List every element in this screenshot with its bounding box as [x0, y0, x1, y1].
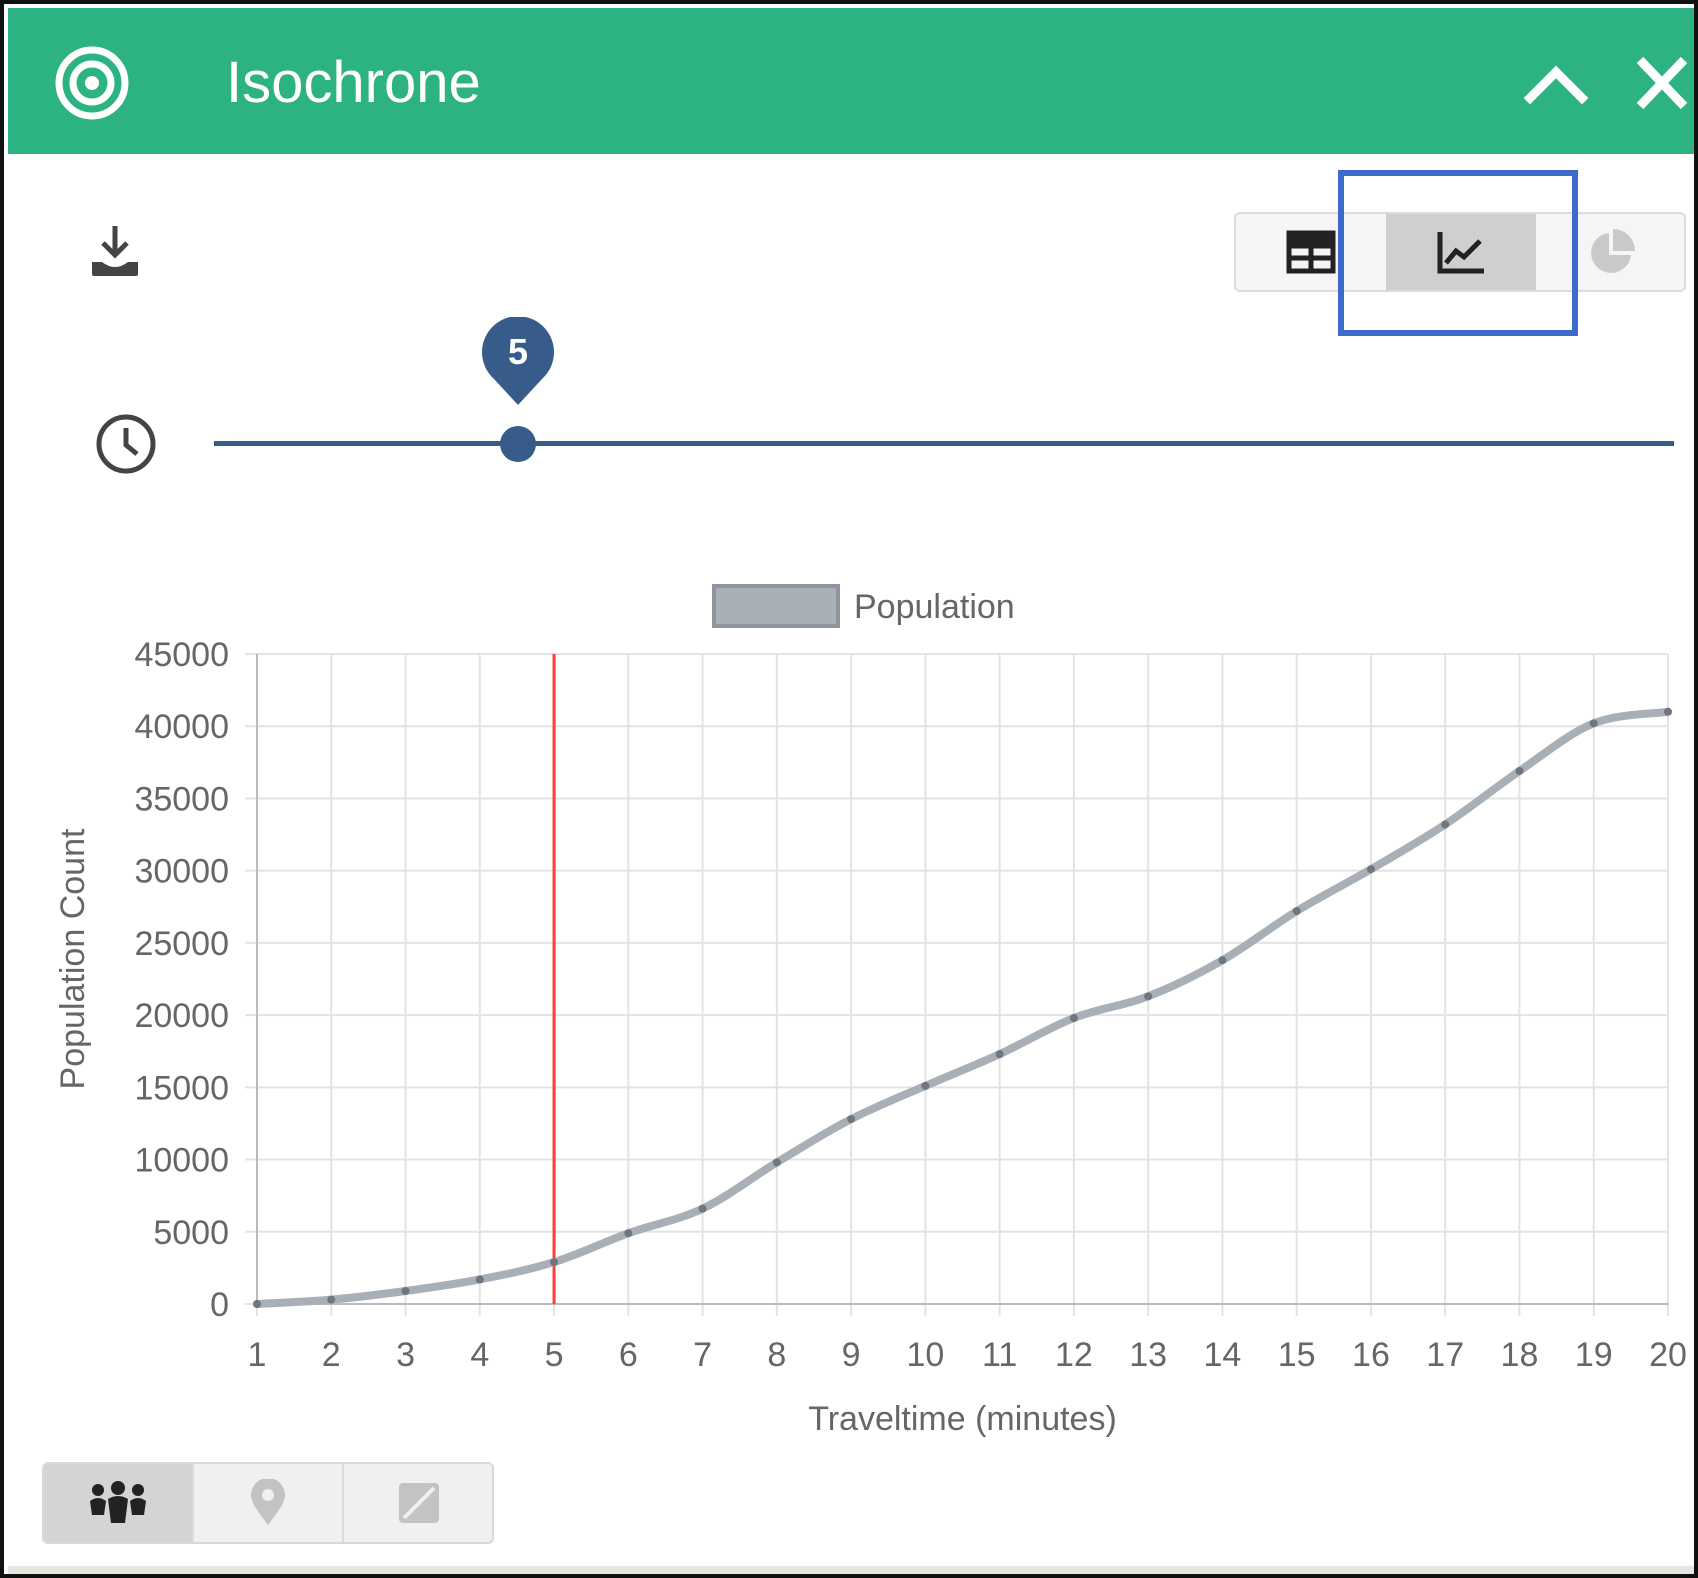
- x-tick-label: 14: [1204, 1336, 1242, 1374]
- data-point[interactable]: [327, 1295, 336, 1304]
- target-icon: [55, 46, 129, 120]
- pie-chart-icon: [1591, 229, 1635, 273]
- x-tick-label: 6: [619, 1336, 638, 1374]
- data-point[interactable]: [1218, 956, 1227, 965]
- map-background-strip: [8, 1566, 1694, 1574]
- x-tick-label: 16: [1352, 1336, 1390, 1374]
- data-point[interactable]: [1441, 820, 1450, 829]
- metric-toggle: [42, 1462, 494, 1544]
- x-tick-label: 18: [1501, 1336, 1539, 1374]
- x-tick-label: 7: [693, 1336, 712, 1374]
- slider-value-label: 5: [507, 331, 529, 372]
- data-point[interactable]: [1366, 865, 1375, 874]
- x-tick-label: 10: [906, 1336, 944, 1374]
- data-point[interactable]: [995, 1050, 1004, 1059]
- table-view-button[interactable]: [1236, 214, 1386, 290]
- population-button[interactable]: [44, 1464, 194, 1542]
- data-point[interactable]: [401, 1287, 410, 1295]
- x-tick-label: 5: [545, 1336, 564, 1374]
- x-tick-label: 2: [322, 1336, 341, 1374]
- y-tick-label: 25000: [134, 925, 229, 963]
- y-tick-label: 30000: [134, 853, 229, 891]
- slider-value-bubble: [482, 317, 554, 405]
- clock-icon: [96, 414, 156, 474]
- table-icon: [1286, 230, 1336, 274]
- y-tick-label: 45000: [134, 636, 229, 674]
- x-tick-label: 19: [1575, 1336, 1613, 1374]
- y-tick-label: 0: [210, 1286, 229, 1324]
- x-tick-label: 8: [767, 1336, 786, 1374]
- y-tick-label: 20000: [134, 997, 229, 1035]
- x-tick-label: 20: [1649, 1336, 1687, 1374]
- panel-header: Isochrone: [8, 8, 1694, 154]
- map-pin-icon: [251, 1479, 285, 1525]
- traveltime-slider[interactable]: [214, 441, 1674, 446]
- x-tick-label: 15: [1278, 1336, 1316, 1374]
- x-tick-label: 3: [396, 1336, 415, 1374]
- people-icon: [90, 1481, 146, 1523]
- close-button[interactable]: [1626, 50, 1694, 116]
- chart-view-button[interactable]: [1386, 214, 1536, 290]
- line-chart-icon: [1437, 232, 1484, 274]
- pie-view-button[interactable]: [1536, 214, 1686, 290]
- y-tick-label: 10000: [134, 1142, 229, 1180]
- series-line-population: [253, 707, 1672, 1308]
- data-point[interactable]: [1664, 707, 1672, 716]
- x-axis-label: Traveltime (minutes): [808, 1400, 1117, 1438]
- view-toggle: [1234, 212, 1686, 292]
- data-point[interactable]: [624, 1229, 633, 1238]
- data-point[interactable]: [253, 1300, 261, 1308]
- legend-label: Population: [854, 588, 1015, 626]
- data-point[interactable]: [1144, 992, 1153, 1001]
- y-tick-label: 15000: [134, 1069, 229, 1107]
- chevron-up-icon: [1523, 65, 1589, 105]
- data-point[interactable]: [1292, 907, 1301, 916]
- data-point[interactable]: [1069, 1014, 1078, 1022]
- y-tick-label: 35000: [134, 780, 229, 818]
- data-point[interactable]: [1515, 767, 1524, 775]
- data-point[interactable]: [550, 1258, 559, 1267]
- population-chart: 1 2 3 4 5 6 7 8 9 10 11 12 13 14 15 16 17 18 19 20050001000…: [54, 584, 1687, 1438]
- data-point[interactable]: [847, 1115, 856, 1124]
- close-icon: [1636, 56, 1688, 110]
- x-tick-label: 1: [248, 1336, 267, 1374]
- y-tick-label: 40000: [134, 708, 229, 746]
- y-tick-label: 5000: [153, 1214, 229, 1252]
- download-icon: [92, 226, 138, 276]
- collapse-button[interactable]: [1520, 50, 1592, 116]
- data-point[interactable]: [772, 1158, 781, 1167]
- x-tick-label: 17: [1426, 1336, 1464, 1374]
- data-point[interactable]: [475, 1275, 484, 1284]
- x-tick-label: 11: [982, 1336, 1017, 1374]
- legend-swatch: [712, 584, 840, 628]
- x-tick-label: 9: [842, 1336, 861, 1374]
- data-point[interactable]: [1589, 719, 1598, 728]
- landuse-button[interactable]: [344, 1464, 492, 1542]
- y-axis-label: Population Count: [54, 828, 92, 1089]
- data-point[interactable]: [698, 1204, 707, 1213]
- x-tick-label: 12: [1055, 1336, 1093, 1374]
- data-point[interactable]: [921, 1081, 930, 1090]
- poi-button[interactable]: [194, 1464, 344, 1542]
- x-tick-label: 4: [470, 1336, 489, 1374]
- x-tick-label: 13: [1129, 1336, 1167, 1374]
- slider-handle[interactable]: [500, 426, 536, 462]
- panel-title: Isochrone: [226, 50, 481, 115]
- leaf-icon: [399, 1483, 439, 1523]
- download-button[interactable]: [88, 222, 142, 280]
